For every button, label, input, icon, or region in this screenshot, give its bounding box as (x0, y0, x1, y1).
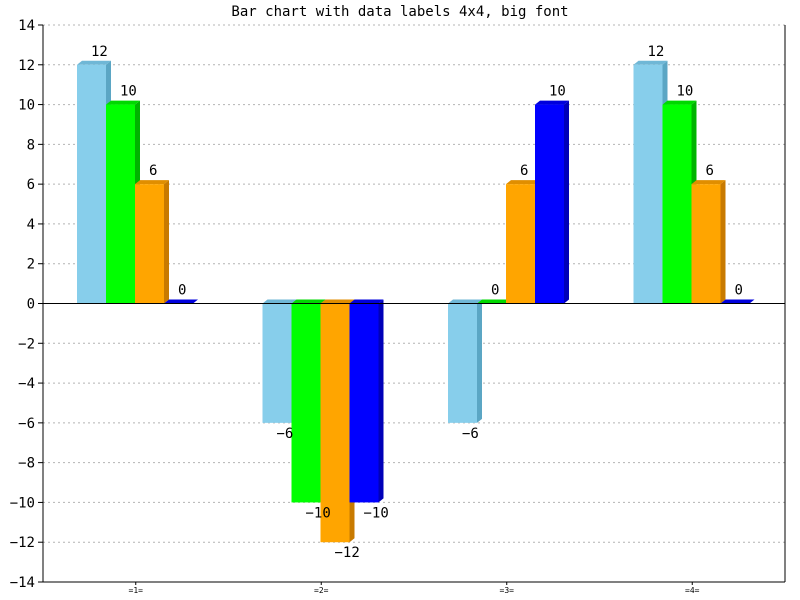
x-tick-label: =4= (685, 586, 700, 595)
bar (320, 303, 350, 543)
bar (106, 104, 135, 304)
bar (633, 64, 663, 304)
bar-top (349, 299, 384, 304)
bar-top (164, 299, 198, 304)
y-tick-label: −12 (10, 535, 35, 551)
bar-top (691, 180, 726, 185)
y-tick-label: −8 (18, 456, 35, 472)
bar (691, 184, 721, 304)
bars (77, 60, 755, 543)
data-label: 10 (549, 84, 566, 100)
y-tick-label: 6 (27, 177, 35, 193)
bar-side (378, 299, 384, 503)
y-tick-label: 10 (18, 98, 35, 114)
chart-title: Bar chart with data labels 4x4, big font (231, 4, 569, 20)
bar-side (564, 100, 569, 304)
y-tick-label: 4 (27, 217, 35, 233)
data-label: 0 (491, 283, 499, 299)
y-tick-label: 12 (18, 58, 35, 74)
data-label: 10 (120, 84, 137, 100)
bar-top (135, 180, 169, 185)
bar-top (633, 60, 668, 65)
bar-top (720, 299, 755, 304)
data-label: 10 (677, 84, 694, 100)
bar-top (506, 180, 540, 185)
data-label: 12 (91, 44, 108, 60)
y-tick-label: 0 (27, 297, 35, 313)
data-label: −6 (277, 426, 294, 442)
bar (448, 303, 477, 423)
data-label: 6 (520, 163, 528, 179)
bar (349, 303, 379, 503)
bar-top (106, 100, 140, 105)
bar-top (291, 299, 326, 304)
data-label: −10 (364, 505, 389, 521)
x-tick-label: =3= (500, 586, 515, 595)
bar-side (477, 299, 482, 423)
bar-top (320, 299, 355, 304)
bar-top (477, 299, 511, 304)
bar-top (262, 299, 297, 304)
data-labels: 12 10 6 0 −6 −10 −12 −10 −6 0 6 10 12 10 6 0 (43, 44, 785, 561)
x-tick-label: =2= (314, 586, 329, 595)
y-tick-label: 14 (18, 18, 35, 34)
bar (262, 303, 292, 423)
bar-top (535, 100, 569, 105)
y-tick-label: −4 (18, 376, 35, 392)
data-label: 0 (735, 283, 743, 299)
bar (662, 104, 692, 304)
bar (535, 104, 564, 304)
data-label: −10 (306, 505, 331, 521)
bar-side (720, 180, 726, 304)
y-tick-label: −2 (18, 336, 35, 352)
y-tick-label: −6 (18, 416, 35, 432)
y-tick-label: 8 (27, 137, 35, 153)
data-label: 6 (706, 163, 714, 179)
bar-side (164, 180, 169, 304)
data-label: −6 (462, 426, 479, 442)
data-label: 12 (648, 44, 665, 60)
y-tick-label: 2 (27, 257, 35, 273)
bar-top (77, 60, 111, 65)
bar (506, 184, 535, 304)
data-label: 0 (178, 283, 186, 299)
y-tick-label: −10 (10, 495, 35, 511)
bar (291, 303, 321, 503)
bar-top (448, 299, 482, 304)
bar (77, 64, 106, 304)
x-tick-label: =1= (129, 586, 144, 595)
bar-top (662, 100, 697, 105)
bar (135, 184, 164, 304)
y-tick-label: −14 (10, 575, 35, 591)
data-label: −12 (335, 545, 360, 561)
data-label: 6 (149, 163, 157, 179)
